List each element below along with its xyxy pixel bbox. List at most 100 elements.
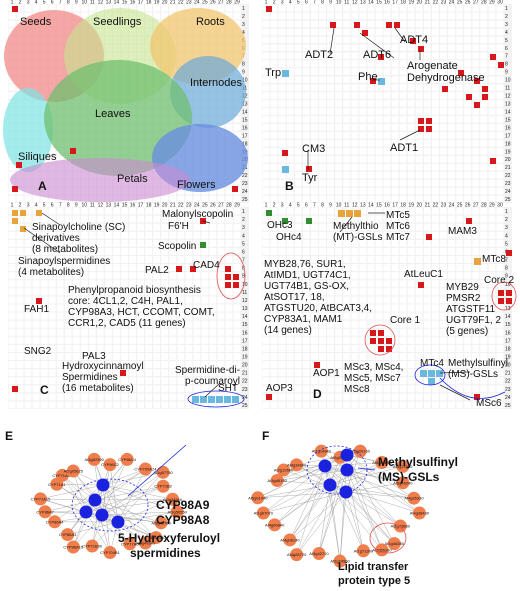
grid-cell (415, 248, 423, 255)
grid-cell (161, 377, 169, 385)
grid-cell (113, 248, 120, 255)
grid-cell (16, 239, 24, 247)
grid-cell (201, 207, 209, 215)
grid-cell (375, 296, 383, 304)
grid-cell (359, 163, 367, 171)
grid-cell (327, 231, 334, 239)
grid-cell (217, 4, 225, 12)
grid-cell (193, 195, 201, 203)
grid-cell (286, 20, 294, 28)
gene-node-label: At3g49350 (146, 535, 166, 540)
grid-cell (40, 239, 48, 247)
grid-cell (488, 264, 496, 272)
grid-col-number: 27 (218, 0, 224, 6)
grid-cell (32, 353, 40, 360)
grid-cell (351, 28, 359, 36)
grid-cell (335, 179, 343, 187)
grid-cell (448, 231, 455, 239)
grid-cell (488, 12, 496, 20)
grid-cell (302, 401, 310, 409)
grid-cell (448, 272, 455, 280)
grid-cell (311, 68, 318, 76)
grid-cell (278, 108, 286, 115)
grid-cell (448, 401, 455, 409)
grid-cell (209, 328, 217, 336)
panel-c-grid (8, 207, 249, 409)
core2-label: Core 2 (484, 275, 514, 286)
grid-cell (440, 353, 447, 360)
grid-cell (327, 163, 334, 171)
grid-cell (432, 139, 439, 147)
grid-cell (407, 288, 415, 296)
grid-cell (367, 155, 375, 163)
grid-cell (351, 320, 359, 328)
grid-cell (193, 336, 201, 344)
grid-cell (96, 215, 104, 223)
grid-cell (327, 223, 334, 231)
grid-cell (278, 385, 286, 393)
grid-cell (335, 28, 343, 36)
grid-cell (145, 215, 153, 223)
grid-col-number: 11 (90, 203, 95, 209)
grid-cell (423, 369, 431, 377)
grid-cell (448, 195, 455, 203)
grid-cell (496, 239, 504, 247)
grid-cell (201, 344, 209, 352)
grid-cell (217, 401, 225, 409)
grid-cell (40, 223, 48, 231)
grid-cell (383, 171, 391, 179)
grid-cell (375, 401, 383, 409)
grid-cell (480, 52, 488, 60)
grid-cell (488, 76, 496, 83)
grid-cell (64, 288, 72, 296)
grid-cell (472, 280, 480, 288)
grid-cell (488, 239, 496, 247)
grid-cell (407, 353, 415, 360)
grid-cell (367, 231, 375, 239)
grid-cell (343, 256, 351, 263)
grid-cell (480, 60, 488, 68)
grid-cell (343, 108, 351, 115)
grid-cell (262, 223, 270, 231)
grid-cell (407, 264, 415, 272)
grid-cell (16, 187, 24, 195)
grid-cell (129, 4, 136, 12)
grid-cell (375, 171, 383, 179)
grid-cell (327, 353, 334, 360)
network-edge (54, 484, 104, 522)
grid-row-number: 19 (242, 355, 248, 361)
grid-cell (440, 139, 447, 147)
grid-cell (367, 147, 375, 155)
grid-cell (480, 36, 488, 44)
grid-cell (209, 215, 217, 223)
petals-label: Petals (117, 173, 148, 185)
grid-cell (16, 377, 24, 385)
grid-cell (480, 139, 488, 147)
grid-cell (153, 312, 161, 320)
grid-col-number: 28 (481, 0, 487, 6)
grid-cell (343, 312, 351, 320)
grid-cell (343, 215, 351, 223)
grid-cell (319, 20, 326, 28)
grid-cell (121, 393, 128, 401)
grid-cell (105, 304, 112, 312)
grid-cell (464, 328, 472, 336)
grid-cell (96, 369, 104, 377)
grid-cell (351, 296, 359, 304)
trp-marker (282, 70, 289, 77)
grid-cell (448, 4, 455, 12)
grid-cell (335, 100, 343, 107)
grid-cell (24, 256, 32, 263)
grid-col-number: 25 (457, 203, 463, 209)
gene-node (396, 459, 410, 473)
grid-cell (472, 215, 480, 223)
grid-cell (145, 336, 153, 344)
grid-cell (488, 385, 496, 393)
mt-gene-7: (14 genes) (264, 325, 312, 336)
grid-cell (351, 68, 359, 76)
grid-cell (448, 256, 455, 263)
grid-cell (233, 296, 241, 304)
grid-cell (464, 100, 472, 107)
grid-cell (399, 280, 407, 288)
arogenate-label: Arogenate (407, 60, 458, 72)
